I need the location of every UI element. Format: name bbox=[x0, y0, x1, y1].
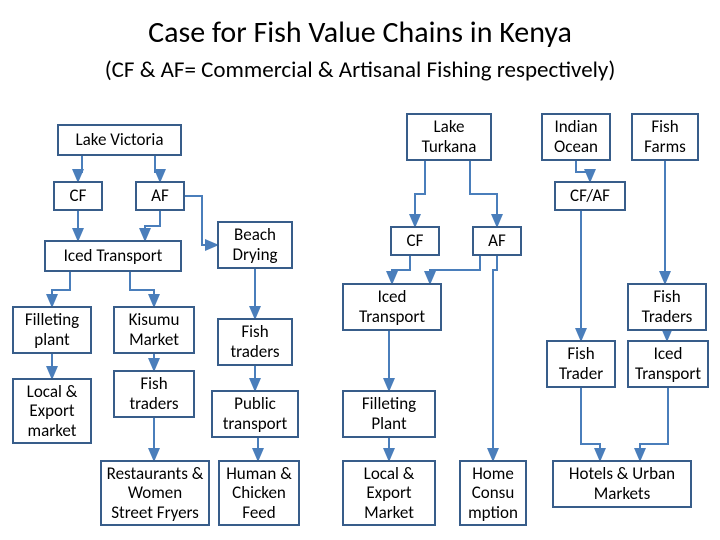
arrow-af-beach_drying bbox=[185, 196, 217, 245]
node-public_transport: Public transport bbox=[211, 390, 299, 438]
arrow-fish_trader-hotels_urban bbox=[581, 388, 600, 460]
arrow-cf2-iced_transport2 bbox=[392, 256, 410, 283]
node-fish_traders_top: Fish Traders bbox=[627, 283, 707, 331]
arrow-af2-iced_transport2 bbox=[430, 256, 480, 283]
node-lake_turkana: Lake Turkana bbox=[406, 113, 492, 161]
subtitle: (CF & AF= Commercial & Artisanal Fishing… bbox=[0, 56, 720, 84]
node-cf_af: CF/AF bbox=[554, 181, 626, 211]
node-hotels_urban: Hotels & Urban Markets bbox=[552, 460, 692, 508]
arrow-lake_turkana-cf2 bbox=[415, 161, 425, 226]
node-local_export2: Local & Export Market bbox=[342, 460, 436, 526]
node-iced_transport3: Iced Transport bbox=[627, 340, 709, 388]
node-iced_transport1: Iced Transport bbox=[44, 240, 182, 272]
arrow-af-iced_transport1 bbox=[145, 211, 160, 240]
arrow-lake_victoria-af bbox=[155, 156, 160, 181]
node-beach_drying: Beach Drying bbox=[217, 221, 293, 269]
node-cf2: CF bbox=[390, 226, 440, 256]
node-fish_traders1: Fish traders bbox=[217, 318, 293, 366]
main-title: Case for Fish Value Chains in Kenya bbox=[0, 14, 720, 51]
node-filleting_plant: Filleting plant bbox=[12, 306, 92, 354]
arrow-iced_transport3-hotels_urban bbox=[640, 388, 668, 460]
node-cf: CF bbox=[53, 181, 103, 211]
node-human_chicken: Human & Chicken Feed bbox=[218, 460, 300, 526]
node-lake_victoria: Lake Victoria bbox=[57, 124, 182, 156]
arrow-lake_turkana-af2 bbox=[470, 161, 497, 226]
node-iced_transport2: Iced Transport bbox=[342, 283, 442, 331]
node-restaurants: Restaurants & Women Street Fryers bbox=[100, 460, 210, 526]
node-home_consumption: Home Consu mption bbox=[459, 460, 527, 526]
arrow-indian_ocean-cf_af bbox=[576, 161, 590, 181]
node-filleting_plant2: Filleting Plant bbox=[342, 390, 436, 438]
node-indian_ocean: Indian Ocean bbox=[541, 113, 611, 161]
node-local_export1: Local & Export market bbox=[12, 378, 92, 444]
node-kisumu_market: Kisumu Market bbox=[113, 306, 195, 354]
arrow-iced_transport1-kisumu_market bbox=[130, 272, 154, 306]
arrow-iced_transport1-filleting_plant bbox=[52, 272, 70, 306]
node-fish_trader: Fish Trader bbox=[546, 340, 616, 388]
node-af: AF bbox=[135, 181, 185, 211]
arrow-lake_victoria-cf bbox=[78, 156, 82, 181]
node-af2: AF bbox=[472, 226, 522, 256]
arrow-af2-home_consumption bbox=[493, 256, 497, 460]
node-fish_farms: Fish Farms bbox=[631, 113, 699, 161]
node-fish_traders2: Fish traders bbox=[113, 370, 195, 418]
